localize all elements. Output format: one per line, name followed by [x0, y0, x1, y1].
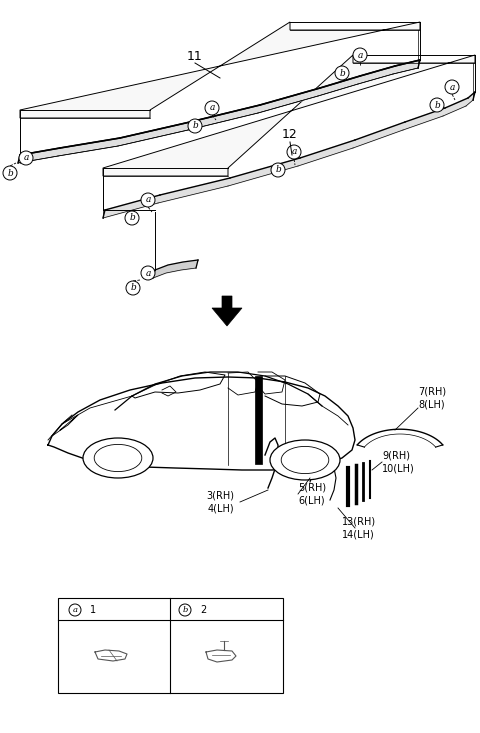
- Ellipse shape: [270, 440, 340, 480]
- Polygon shape: [18, 148, 60, 163]
- Polygon shape: [212, 296, 242, 326]
- Polygon shape: [403, 108, 445, 130]
- Text: a: a: [72, 606, 77, 614]
- Polygon shape: [358, 66, 395, 84]
- Circle shape: [271, 163, 285, 177]
- Polygon shape: [20, 22, 420, 118]
- Bar: [58, 598, 283, 693]
- Text: 9(RH)
10(LH): 9(RH) 10(LH): [382, 451, 415, 474]
- Ellipse shape: [94, 444, 142, 471]
- Polygon shape: [118, 122, 190, 146]
- Circle shape: [353, 48, 367, 62]
- Polygon shape: [58, 138, 120, 156]
- Circle shape: [188, 119, 202, 133]
- Text: b: b: [192, 122, 198, 130]
- Text: 7(RH)
8(LH): 7(RH) 8(LH): [418, 387, 446, 409]
- Text: a: a: [449, 83, 455, 92]
- Polygon shape: [228, 158, 300, 186]
- Polygon shape: [255, 376, 262, 464]
- Text: 13(RH)
14(LH): 13(RH) 14(LH): [342, 517, 376, 539]
- Text: b: b: [275, 166, 281, 174]
- Circle shape: [126, 281, 140, 295]
- Polygon shape: [103, 195, 160, 218]
- Text: a: a: [145, 268, 151, 278]
- Text: b: b: [130, 284, 136, 292]
- Circle shape: [179, 604, 191, 616]
- Circle shape: [125, 211, 139, 225]
- Circle shape: [430, 98, 444, 112]
- Polygon shape: [318, 76, 360, 96]
- Text: 3(RH)
4(LH): 3(RH) 4(LH): [206, 491, 234, 513]
- Text: 1: 1: [90, 605, 96, 615]
- Text: b: b: [182, 606, 188, 614]
- Circle shape: [335, 66, 349, 80]
- Text: b: b: [129, 213, 135, 223]
- Polygon shape: [353, 122, 405, 148]
- Text: 12: 12: [282, 128, 298, 141]
- Polygon shape: [153, 260, 198, 278]
- Polygon shape: [188, 105, 260, 130]
- Polygon shape: [443, 98, 468, 116]
- Text: b: b: [7, 169, 13, 177]
- Ellipse shape: [281, 446, 329, 474]
- Circle shape: [3, 166, 17, 180]
- Text: 5(RH)
6(LH): 5(RH) 6(LH): [298, 483, 326, 505]
- Circle shape: [141, 266, 155, 280]
- Polygon shape: [393, 60, 420, 74]
- Text: 11: 11: [187, 51, 203, 64]
- Text: a: a: [24, 153, 29, 163]
- Text: a: a: [291, 147, 297, 157]
- Circle shape: [445, 80, 459, 94]
- Polygon shape: [258, 88, 320, 113]
- Ellipse shape: [83, 438, 153, 478]
- Text: a: a: [357, 51, 363, 59]
- Polygon shape: [103, 55, 475, 176]
- Circle shape: [205, 101, 219, 115]
- Circle shape: [19, 151, 33, 165]
- Text: a: a: [209, 103, 215, 112]
- Polygon shape: [298, 140, 355, 166]
- Polygon shape: [466, 92, 475, 106]
- Polygon shape: [158, 178, 230, 203]
- Text: b: b: [339, 68, 345, 78]
- Text: b: b: [434, 100, 440, 109]
- Circle shape: [69, 604, 81, 616]
- Text: 2: 2: [200, 605, 206, 615]
- Circle shape: [287, 145, 301, 159]
- Circle shape: [141, 193, 155, 207]
- Text: a: a: [145, 196, 151, 205]
